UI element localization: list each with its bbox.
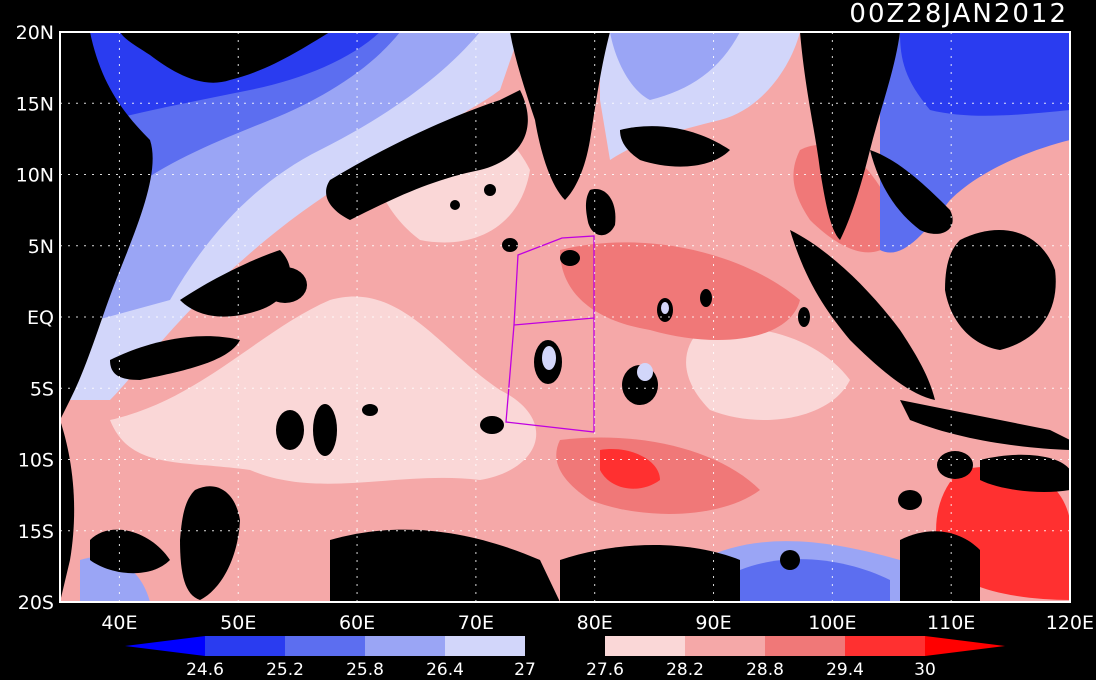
colorbar-level-label: 24.6 — [186, 660, 224, 680]
colorbar-segment — [845, 636, 925, 656]
longitude-tick-label: 110E — [927, 612, 975, 634]
land-sri-lanka — [585, 189, 616, 236]
colorbar-level-label: 26.4 — [426, 660, 464, 680]
light-warm-zone — [686, 327, 850, 420]
latitude-tick-label: EQ — [27, 307, 54, 329]
colorbar-level-label: 29.4 — [826, 660, 864, 680]
isotherm-27-band — [560, 545, 740, 602]
colorbar-level-label: 27 — [514, 660, 536, 680]
colorbar-segment — [205, 636, 285, 656]
land-borneo — [945, 230, 1056, 350]
colorbar-level-label: 30 — [914, 660, 936, 680]
hot-zone — [560, 242, 800, 340]
cool-region-southwest — [80, 556, 150, 602]
colorbar-high-arrow — [925, 636, 1005, 656]
isotherm-27-band — [326, 90, 528, 220]
longitude-tick-label: 50E — [220, 612, 256, 634]
latitude-tick-label: 20S — [18, 592, 54, 614]
colorbar-segment — [605, 636, 685, 656]
colorbar-segment — [525, 636, 605, 656]
analysis-box-outline — [505, 235, 595, 433]
latitude-tick-label: 10S — [18, 450, 54, 472]
isotherm-27-band — [330, 529, 560, 602]
map-panel — [59, 31, 1071, 603]
colorbar-level-label: 25.2 — [266, 660, 304, 680]
colorbar-level-label: 28.8 — [746, 660, 784, 680]
latitude-tick-label: 5N — [28, 236, 54, 258]
latitude-tick-label: 5S — [30, 378, 54, 400]
hot-zone — [600, 449, 660, 489]
latitude-tick-label: 15S — [18, 521, 54, 543]
land-madagascar — [180, 486, 240, 600]
land-java — [900, 400, 1070, 450]
colorbar-level-label: 28.2 — [666, 660, 704, 680]
colorbar-segment — [685, 636, 765, 656]
longitude-tick-label: 120E — [1046, 612, 1094, 634]
longitude-tick-label: 60E — [339, 612, 375, 634]
land-australia — [980, 454, 1070, 492]
colorbar-low-arrow — [125, 636, 205, 656]
isotherm-27-band — [110, 336, 240, 380]
land-india — [510, 32, 610, 200]
isotherm-27-band — [620, 126, 730, 167]
colorbar-level-label: 27.6 — [586, 660, 624, 680]
latitude-tick-label: 20N — [16, 22, 54, 44]
longitude-axis-labels: 40E 50E 60E 70E 80E 90E 100E 110E 120E — [101, 612, 1094, 634]
graticule-grid — [60, 32, 1070, 602]
isotherm-27-band — [180, 250, 291, 317]
latitude-tick-label: 15N — [16, 93, 54, 115]
colorbar-segment — [765, 636, 845, 656]
latitude-axis-labels: 20N 15N 10N 5N EQ 5S 10S 15S 20S — [16, 22, 54, 614]
land-myanmar-thailand — [800, 32, 900, 240]
land-arabia — [120, 32, 330, 83]
isotherm-27-band — [90, 529, 170, 574]
land-sumatra — [790, 230, 935, 400]
map-title: 00Z28JAN2012 — [849, 0, 1068, 29]
cool-region-south — [740, 559, 890, 602]
longitude-tick-label: 70E — [458, 612, 494, 634]
colorbar-segment — [285, 636, 365, 656]
colorbar-segment — [445, 636, 525, 656]
cold-core-patches — [542, 302, 669, 381]
map-frame — [59, 31, 1071, 603]
longitude-tick-label: 40E — [101, 612, 137, 634]
light-warm-zone — [110, 296, 537, 484]
cool-region-south-china-sea — [900, 32, 1070, 116]
cool-region-bay-of-bengal — [610, 32, 740, 100]
longitude-tick-label: 80E — [577, 612, 613, 634]
land-east-africa — [60, 420, 75, 602]
isotherm-27-band — [900, 531, 980, 602]
colorbar-level-label: 25.8 — [346, 660, 384, 680]
latitude-tick-label: 10N — [16, 165, 54, 187]
colorbar — [125, 636, 1005, 656]
land-africa-arabia — [60, 32, 153, 420]
longitude-tick-label: 100E — [808, 612, 856, 634]
colorbar-labels: 24.6 25.2 25.8 26.4 27 27.6 28.2 28.8 29.4 30 — [186, 660, 936, 680]
land-indochina — [870, 150, 953, 234]
colorbar-segment — [365, 636, 445, 656]
longitude-tick-label: 90E — [695, 612, 731, 634]
